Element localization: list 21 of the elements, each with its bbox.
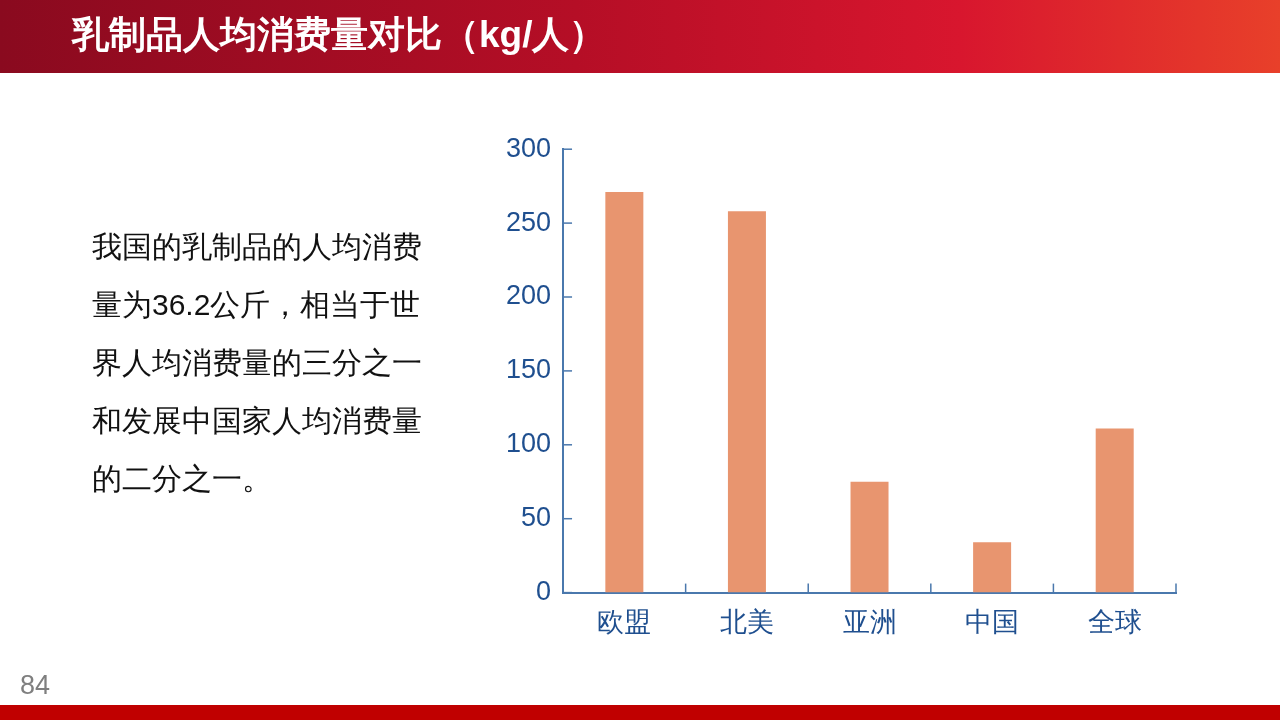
- bar: [1095, 428, 1134, 593]
- header-banner: 乳制品人均消费量对比（kg/人）: [0, 0, 1280, 73]
- y-tick-label: 150: [505, 354, 552, 385]
- x-tick-label: 北美: [719, 607, 774, 638]
- text: 84: [20, 669, 51, 702]
- y-tick-label: 300: [505, 132, 552, 163]
- bar: [850, 481, 889, 593]
- chart-title: 乳制品人均消费量对比（kg/人）: [72, 13, 607, 57]
- y-tick-label: 0: [536, 576, 552, 607]
- y-tick-label: 200: [505, 280, 552, 311]
- bar: [973, 542, 1012, 593]
- x-tick-label: 亚洲: [842, 607, 897, 638]
- y-tick-label: 100: [505, 428, 552, 459]
- text: 我国的乳制品的人均消费量为36.2公斤，相当于世界人均消费量的三分之一和发展中国家人均消费量的二分之一。: [92, 229, 423, 497]
- bar: [605, 192, 644, 593]
- x-tick-label: 全球: [1087, 607, 1142, 638]
- y-tick-label: 250: [505, 206, 552, 237]
- bar: [727, 211, 766, 593]
- x-tick-label: 欧盟: [597, 607, 652, 638]
- y-tick-label: 50: [521, 502, 552, 533]
- x-tick-label: 中国: [965, 607, 1020, 638]
